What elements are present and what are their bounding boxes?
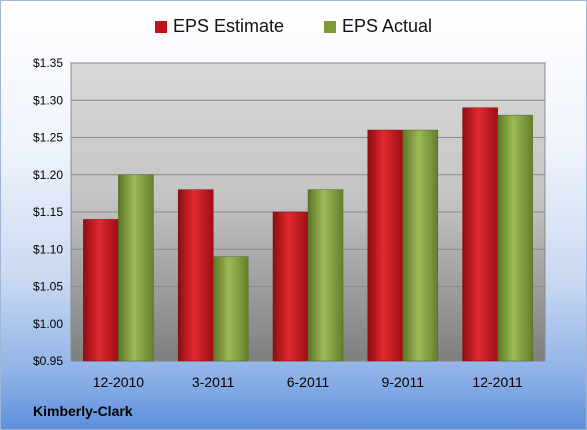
legend-swatch-actual — [323, 20, 336, 33]
x-tick-label: 3-2011 — [192, 374, 235, 390]
legend-item-actual: EPS Actual — [323, 16, 433, 37]
x-tick-label: 12-2010 — [93, 374, 145, 390]
bar-eps-actual — [307, 189, 344, 362]
y-tick-label: $1.25 — [33, 131, 63, 145]
bar-eps-estimate — [272, 211, 309, 362]
legend-label-actual: EPS Actual — [341, 16, 433, 36]
y-tick-label: $1.00 — [33, 317, 63, 331]
y-tick-label: $1.15 — [33, 205, 63, 219]
x-tick-label: 12-2011 — [472, 374, 523, 390]
bar-eps-estimate — [367, 129, 404, 362]
bar-eps-estimate — [83, 219, 119, 362]
y-axis: $0.95 $1.00 $1.05 $1.10 $1.15 $1.20 $1.25 $1.30… — [33, 56, 63, 368]
bar-eps-actual — [402, 129, 439, 362]
y-tick-label: $1.05 — [33, 280, 63, 294]
legend-swatch-estimate — [154, 20, 167, 33]
bar-eps-estimate — [462, 107, 498, 362]
x-tick-label: 6-2011 — [287, 374, 330, 390]
bar-eps-estimate — [177, 189, 214, 362]
company-name: Kimberly-Clark — [33, 403, 133, 419]
bar-eps-actual — [118, 174, 154, 362]
y-tick-label: $1.35 — [33, 56, 63, 70]
legend-item-estimate: EPS Estimate — [154, 16, 284, 37]
x-tick-label: 9-2011 — [382, 374, 425, 390]
y-tick-label: $1.10 — [33, 242, 63, 256]
y-tick-label: $1.20 — [33, 168, 63, 182]
y-tick-label: $0.95 — [33, 354, 63, 368]
bar-eps-actual — [497, 114, 533, 362]
legend-label-estimate: EPS Estimate — [172, 16, 284, 36]
bar-eps-actual — [212, 256, 249, 362]
legend: EPS Estimate EPS Actual — [1, 16, 586, 37]
y-tick-label: $1.30 — [33, 93, 63, 107]
x-axis: 12-2010 3-2011 6-2011 9-2011 12-2011 — [93, 374, 523, 390]
bars — [83, 107, 533, 362]
